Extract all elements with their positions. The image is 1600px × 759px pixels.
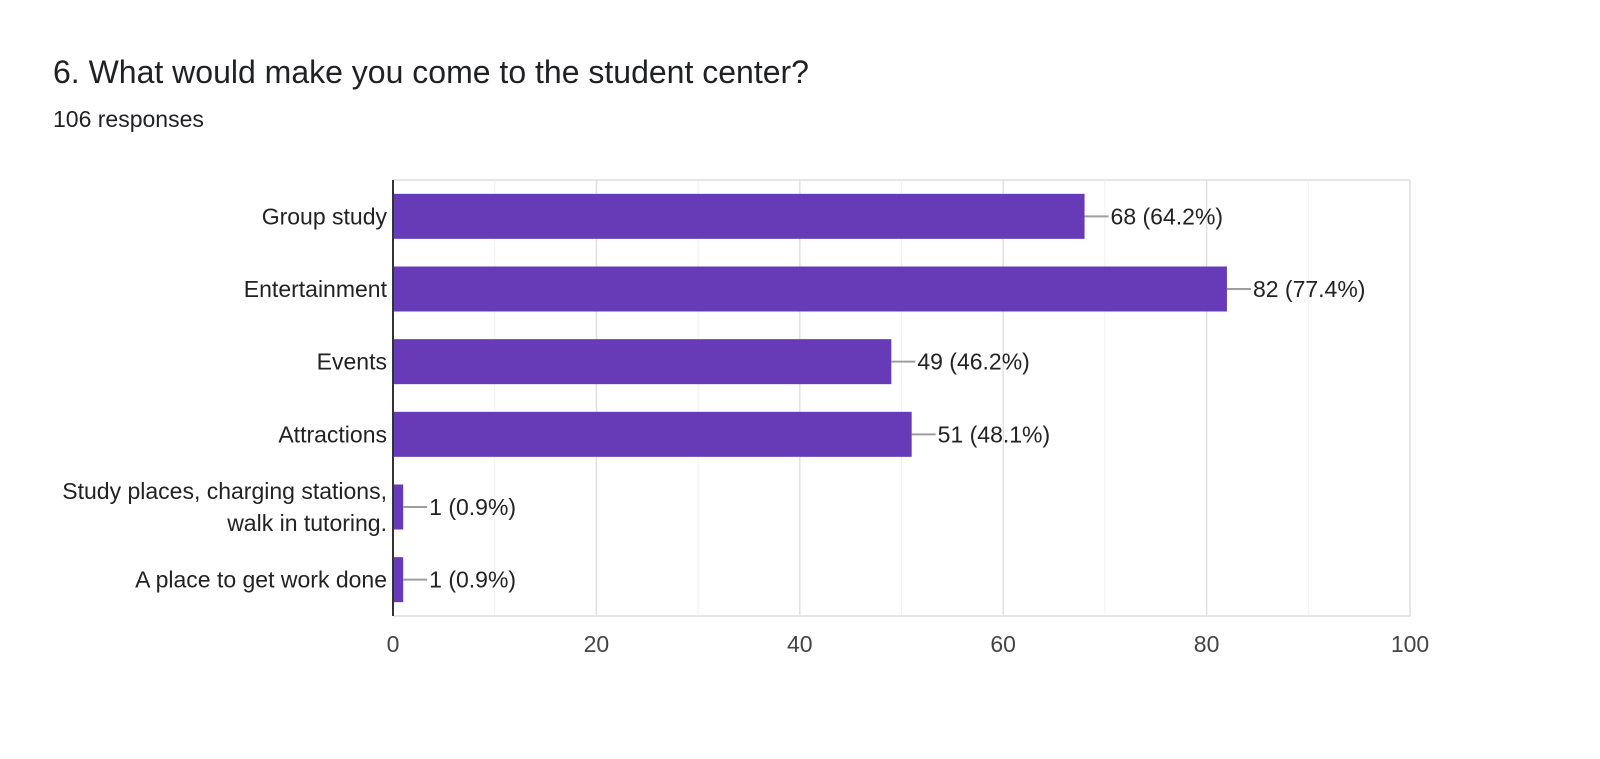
grid-lines	[393, 179, 1411, 616]
category-label: A place to get work done	[135, 567, 387, 593]
x-tick-label: 20	[584, 631, 610, 657]
bar[interactable]	[393, 193, 1085, 239]
x-tick-label: 60	[990, 631, 1016, 657]
question-title: 6. What would make you come to the stude…	[53, 54, 809, 90]
response-count: 106 responses	[53, 106, 204, 132]
labels: 68 (64.2%) Group study 82 (77.4%) Entertain…	[62, 203, 1365, 592]
data-label: 82 (77.4%)	[1253, 276, 1366, 302]
category-label: Group study	[262, 203, 388, 229]
bar[interactable]	[393, 484, 404, 530]
data-label: 68 (64.2%)	[1111, 203, 1224, 229]
data-label: 1 (0.9%)	[429, 567, 516, 593]
category-label: Entertainment	[244, 276, 388, 302]
bar[interactable]	[393, 266, 1227, 312]
data-label: 49 (46.2%)	[917, 349, 1030, 375]
category-label: Study places, charging stations, walk in …	[62, 478, 387, 536]
bar[interactable]	[393, 557, 404, 603]
x-tick-label: 100	[1391, 631, 1429, 657]
category-label: Attractions	[278, 421, 387, 447]
data-label: 51 (48.1%)	[938, 421, 1051, 447]
bar[interactable]	[393, 411, 912, 457]
bar[interactable]	[393, 339, 892, 385]
data-label: 1 (0.9%)	[429, 494, 516, 520]
x-tick-label: 80	[1194, 631, 1220, 657]
x-tick-label: 40	[787, 631, 813, 657]
bars	[393, 193, 1227, 603]
axes: 0 20 40 60 80 100	[387, 180, 1429, 657]
x-tick-label: 0	[387, 631, 400, 657]
category-label: Events	[317, 349, 387, 375]
